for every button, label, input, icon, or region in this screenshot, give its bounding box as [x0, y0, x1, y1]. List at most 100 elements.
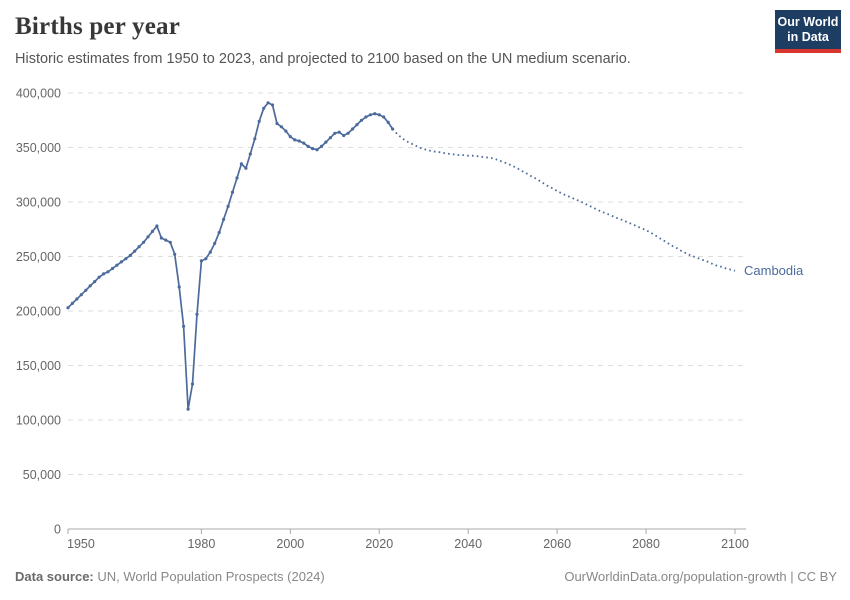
- data-point-marker: [168, 240, 172, 244]
- data-point-marker: [328, 136, 332, 140]
- data-point-marker: [137, 245, 141, 249]
- data-point-marker: [106, 270, 110, 274]
- x-axis-tick-label: 1980: [187, 537, 215, 551]
- data-point-marker: [213, 241, 217, 245]
- data-point-marker: [279, 125, 283, 129]
- credit-link[interactable]: OurWorldinData.org/population-growth | C…: [564, 569, 837, 584]
- y-axis-tick-label: 200,000: [16, 305, 61, 319]
- data-point-marker: [266, 101, 270, 105]
- x-axis-tick-label: 2080: [632, 537, 660, 551]
- x-axis-tick-label: 1950: [67, 537, 95, 551]
- y-axis-tick-label: 150,000: [16, 359, 61, 373]
- data-point-marker: [351, 127, 355, 131]
- data-point-marker: [248, 152, 252, 156]
- data-point-marker: [84, 288, 88, 292]
- data-point-marker: [324, 140, 328, 144]
- data-point-marker: [88, 284, 92, 288]
- data-point-marker: [182, 324, 186, 328]
- data-point-marker: [128, 253, 132, 257]
- y-axis-tick-label: 300,000: [16, 196, 61, 210]
- data-point-marker: [333, 131, 337, 135]
- data-source-label: Data source:: [15, 569, 94, 584]
- data-point-marker: [226, 204, 230, 208]
- data-point-marker: [257, 119, 261, 123]
- data-point-marker: [177, 285, 181, 289]
- owid-logo[interactable]: Our World in Data: [775, 10, 841, 53]
- data-point-marker: [204, 257, 208, 261]
- data-point-marker: [235, 176, 239, 180]
- data-point-marker: [239, 162, 243, 166]
- entity-label: Cambodia: [744, 263, 804, 278]
- x-axis-tick-label: 2100: [721, 537, 749, 551]
- data-point-marker: [66, 306, 70, 310]
- data-point-marker: [155, 224, 159, 228]
- y-axis-tick-label: 350,000: [16, 141, 61, 155]
- owid-logo-line2: in Data: [787, 30, 829, 44]
- data-point-marker: [302, 141, 306, 145]
- data-point-marker: [79, 293, 83, 297]
- x-axis-tick-label: 2040: [454, 537, 482, 551]
- data-point-marker: [284, 129, 288, 133]
- data-point-marker: [359, 118, 364, 122]
- data-point-marker: [199, 259, 203, 263]
- y-axis-tick-label: 50,000: [23, 468, 61, 482]
- data-point-marker: [142, 240, 146, 244]
- data-point-marker: [244, 166, 248, 170]
- data-point-marker: [222, 217, 226, 221]
- data-point-marker: [217, 230, 221, 235]
- x-axis-tick-label: 2020: [365, 537, 393, 551]
- data-point-marker: [297, 139, 301, 143]
- y-axis-tick-label: 0: [54, 523, 61, 537]
- chart-subtitle: Historic estimates from 1950 to 2023, an…: [15, 51, 631, 67]
- births-line-chart: 0 50,000 100,000 150,000 200,000 250,000 300,0…: [16, 87, 804, 552]
- data-point-marker: [253, 137, 257, 141]
- data-point-marker: [346, 131, 350, 135]
- chart-title: Births per year: [15, 13, 181, 40]
- data-point-marker: [93, 280, 97, 284]
- data-point-marker: [319, 144, 324, 148]
- y-axis-tick-label: 100,000: [16, 414, 61, 428]
- y-axis-tick-label: 400,000: [16, 87, 61, 101]
- chart-plot-area: 0 50,000 100,000 150,000 200,000 250,000 300,0…: [0, 80, 850, 555]
- data-point-marker: [382, 115, 386, 119]
- data-point-marker: [377, 113, 381, 117]
- data-point-marker: [368, 113, 372, 117]
- data-point-marker: [97, 275, 101, 279]
- data-point-marker: [115, 263, 119, 267]
- data-point-marker: [119, 260, 123, 264]
- data-point-marker: [288, 135, 292, 139]
- owid-logo-line1: Our World: [777, 15, 839, 29]
- data-point-marker: [195, 312, 199, 316]
- data-point-marker: [306, 144, 310, 148]
- x-axis-tick-label: 2060: [543, 537, 571, 551]
- historic-line: [67, 101, 394, 410]
- data-source-text: UN, World Population Prospects (2024): [93, 569, 325, 584]
- data-point-marker: [270, 103, 275, 107]
- data-point-marker: [70, 301, 74, 305]
- data-point-marker: [364, 115, 368, 119]
- data-point-marker: [373, 112, 377, 116]
- data-point-marker: [275, 121, 279, 126]
- data-point-marker: [311, 147, 315, 151]
- x-axis-tick-label: 2000: [276, 537, 304, 551]
- data-point-marker: [230, 190, 235, 194]
- data-point-marker: [315, 148, 319, 152]
- data-point-marker: [208, 250, 212, 254]
- data-point-marker: [110, 266, 115, 271]
- data-point-marker: [75, 297, 79, 301]
- data-point-marker: [102, 272, 106, 276]
- data-point-marker: [262, 106, 266, 110]
- data-point-marker: [355, 123, 359, 127]
- data-point-marker: [159, 236, 163, 240]
- data-point-marker: [386, 120, 390, 124]
- data-point-marker: [173, 252, 177, 256]
- data-point-marker: [293, 138, 297, 142]
- data-point-marker: [342, 133, 346, 138]
- chart-footer: Data source: UN, World Population Prospe…: [15, 569, 837, 584]
- data-point-marker: [146, 235, 150, 239]
- data-point-marker: [337, 130, 341, 134]
- projection-line: [391, 128, 736, 272]
- data-point-marker: [150, 229, 155, 233]
- data-point-marker: [124, 257, 128, 261]
- data-point-marker: [190, 382, 195, 386]
